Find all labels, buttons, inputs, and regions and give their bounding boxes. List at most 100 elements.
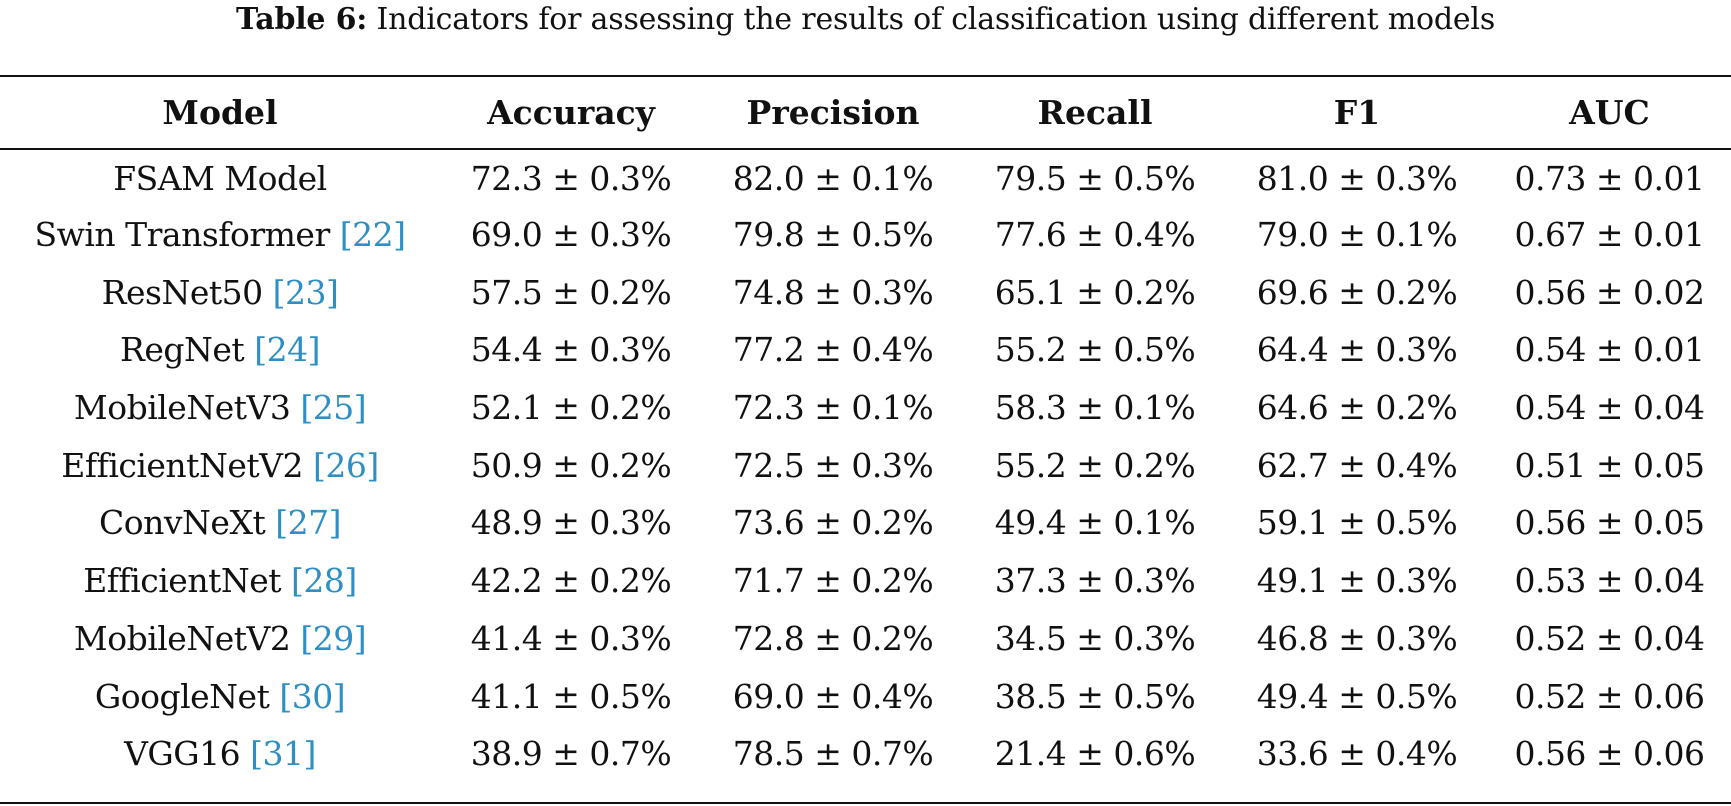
model-name: Swin Transformer xyxy=(34,215,330,255)
table-row: EfficientNetV2 [26] 50.9 ± 0.2% 72.5 ± 0.3… xyxy=(0,436,1731,494)
cell-auc: 0.67 ± 0.01 xyxy=(1514,215,1705,255)
table-body: FSAM Model 72.3 ± 0.3% 82.0 ± 0.1% 79.5 ± 0… xyxy=(0,148,1731,783)
cell-auc: 0.56 ± 0.06 xyxy=(1514,734,1705,774)
table-row: MobileNetV3 [25] 52.1 ± 0.2% 72.3 ± 0.1% 58… xyxy=(0,379,1731,437)
reference-link[interactable]: 23 xyxy=(284,272,327,312)
reference-bracket: ] xyxy=(353,388,367,428)
cell-accuracy: 57.5 ± 0.2% xyxy=(470,272,672,312)
cell-model: ConvNeXt [27] xyxy=(0,494,440,552)
reference-bracket: [ xyxy=(291,561,304,601)
reference-bracket: ] xyxy=(328,503,342,543)
header-row: Model Accuracy Precision Recall F1 AUC xyxy=(0,77,1731,148)
cell-model: GoogleNet [30] xyxy=(0,667,440,725)
cell-model: MobileNetV3 [25] xyxy=(0,379,440,437)
reference-bracket: [ xyxy=(339,215,353,255)
reference-bracket: [ xyxy=(300,618,313,658)
reference-bracket: ] xyxy=(332,676,346,716)
cell-model: FSAM Model xyxy=(0,148,440,206)
cell-f1: 33.6 ± 0.4% xyxy=(1256,734,1458,774)
cell-f1: 49.4 ± 0.5% xyxy=(1256,676,1458,716)
reference-link[interactable]: 22 xyxy=(352,215,394,255)
reference-bracket: [ xyxy=(272,272,286,312)
cell-f1: 62.7 ± 0.4% xyxy=(1256,445,1458,485)
cell-accuracy: 72.3 ± 0.3% xyxy=(470,159,672,199)
cell-recall: 21.4 ± 0.6% xyxy=(994,734,1196,774)
reference-bracket: [ xyxy=(254,330,267,370)
cell-recall: 79.5 ± 0.5% xyxy=(994,159,1196,199)
cell-precision: 72.3 ± 0.1% xyxy=(732,388,934,428)
reference-bracket: ] xyxy=(353,618,367,658)
table-top-rule xyxy=(0,75,1731,77)
cell-accuracy: 41.4 ± 0.3% xyxy=(470,618,672,658)
reference-link[interactable]: 24 xyxy=(266,330,309,370)
cell-auc: 0.54 ± 0.01 xyxy=(1514,330,1705,370)
cell-precision: 69.0 ± 0.4% xyxy=(732,676,934,716)
table-header-rule xyxy=(0,148,1731,150)
cell-f1: 81.0 ± 0.3% xyxy=(1256,159,1458,199)
cell-auc: 0.51 ± 0.05 xyxy=(1514,445,1705,485)
reference-bracket: ] xyxy=(393,215,406,255)
cell-accuracy: 41.1 ± 0.5% xyxy=(470,676,672,716)
cell-accuracy: 69.0 ± 0.3% xyxy=(470,215,672,255)
cell-model: MobileNetV2 [29] xyxy=(0,610,440,668)
cell-precision: 79.8 ± 0.5% xyxy=(732,215,934,255)
cell-precision: 77.2 ± 0.4% xyxy=(732,330,934,370)
table-row: EfficientNet [28] 42.2 ± 0.2% 71.7 ± 0.2% 3… xyxy=(0,552,1731,610)
reference-bracket: ] xyxy=(344,561,357,601)
reference-link[interactable]: 27 xyxy=(287,503,330,543)
table-row: FSAM Model 72.3 ± 0.3% 82.0 ± 0.1% 79.5 ± 0… xyxy=(0,148,1731,206)
model-name: MobileNetV2 xyxy=(73,618,291,658)
model-name: EfficientNet xyxy=(83,561,282,601)
cell-precision: 78.5 ± 0.7% xyxy=(732,734,934,774)
cell-accuracy: 50.9 ± 0.2% xyxy=(470,445,672,485)
cell-recall: 77.6 ± 0.4% xyxy=(994,215,1196,255)
cell-precision: 82.0 ± 0.1% xyxy=(732,159,934,199)
cell-auc: 0.73 ± 0.01 xyxy=(1514,159,1705,199)
table-row: ConvNeXt [27] 48.9 ± 0.3% 73.6 ± 0.2% 49.4 … xyxy=(0,494,1731,552)
cell-f1: 64.6 ± 0.2% xyxy=(1256,388,1458,428)
reference-bracket: ] xyxy=(303,734,317,774)
reference-link[interactable]: 31 xyxy=(262,734,305,774)
cell-precision: 72.8 ± 0.2% xyxy=(732,618,934,658)
table-bottom-rule xyxy=(0,802,1731,804)
model-name: RegNet xyxy=(120,330,245,370)
cell-accuracy: 48.9 ± 0.3% xyxy=(470,503,672,543)
model-name: ConvNeXt xyxy=(99,503,266,543)
cell-auc: 0.56 ± 0.02 xyxy=(1514,272,1705,312)
reference-bracket: [ xyxy=(300,388,313,428)
reference-link[interactable]: 25 xyxy=(312,388,355,428)
reference-link[interactable]: 26 xyxy=(325,445,367,485)
cell-accuracy: 38.9 ± 0.7% xyxy=(470,734,672,774)
cell-f1: 79.0 ± 0.1% xyxy=(1256,215,1458,255)
reference-bracket: ] xyxy=(307,330,321,370)
reference-bracket: [ xyxy=(279,676,292,716)
cell-model: VGG16 [31] xyxy=(0,725,440,783)
cell-precision: 73.6 ± 0.2% xyxy=(732,503,934,543)
model-name: VGG16 xyxy=(124,734,241,774)
cell-auc: 0.53 ± 0.04 xyxy=(1514,561,1705,601)
header-f1: F1 xyxy=(1333,93,1381,132)
cell-model: EfficientNetV2 [26] xyxy=(0,436,440,494)
model-name: GoogleNet xyxy=(94,676,270,716)
reference-link[interactable]: 29 xyxy=(312,618,355,658)
cell-accuracy: 42.2 ± 0.2% xyxy=(470,561,672,601)
cell-f1: 59.1 ± 0.5% xyxy=(1256,503,1458,543)
cell-precision: 74.8 ± 0.3% xyxy=(732,272,934,312)
cell-accuracy: 52.1 ± 0.2% xyxy=(470,388,672,428)
reference-link[interactable]: 30 xyxy=(291,676,334,716)
cell-recall: 38.5 ± 0.5% xyxy=(994,676,1196,716)
table-caption-text: Indicators for assessing the results of … xyxy=(376,2,1496,37)
results-table: Model Accuracy Precision Recall F1 AUC F… xyxy=(0,77,1731,783)
header-recall: Recall xyxy=(1037,93,1153,132)
cell-auc: 0.52 ± 0.06 xyxy=(1514,676,1705,716)
header-model: Model xyxy=(162,93,278,132)
model-name: MobileNetV3 xyxy=(73,388,291,428)
cell-accuracy: 54.4 ± 0.3% xyxy=(470,330,672,370)
header-precision: Precision xyxy=(746,93,920,132)
reference-bracket: [ xyxy=(275,503,288,543)
header-accuracy: Accuracy xyxy=(487,93,655,132)
table-row: Swin Transformer [22] 69.0 ± 0.3% 79.8 ± 0… xyxy=(0,206,1731,264)
table-row: RegNet [24] 54.4 ± 0.3% 77.2 ± 0.4% 55.2 ± … xyxy=(0,321,1731,379)
reference-link[interactable]: 28 xyxy=(303,561,345,601)
table-header: Model Accuracy Precision Recall F1 AUC xyxy=(0,77,1731,148)
